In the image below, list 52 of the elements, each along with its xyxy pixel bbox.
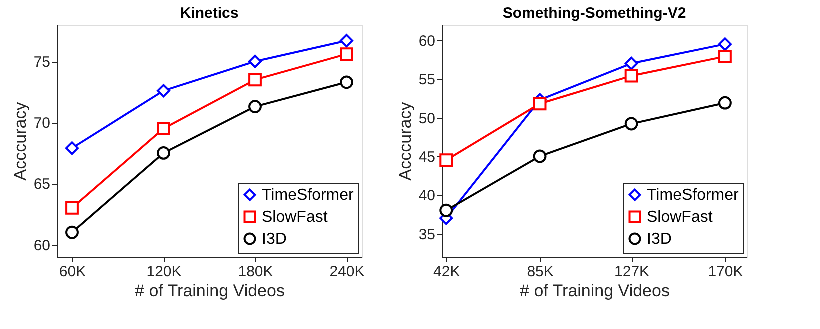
legend-label: SlowFast	[647, 209, 714, 226]
x-axis-title: # of Training Videos	[135, 282, 285, 300]
point	[66, 201, 79, 215]
point	[157, 122, 170, 136]
chart-title: Something-Something-V2	[502, 5, 686, 22]
point	[340, 34, 354, 48]
x-tick-label: 85K	[527, 264, 554, 280]
y-tick-label: 65	[34, 176, 50, 194]
point	[248, 54, 262, 68]
point	[66, 142, 79, 156]
y-axis-title: Acccuracy	[10, 102, 30, 181]
point	[248, 100, 262, 114]
point	[624, 69, 638, 83]
chart-title: Kinetics	[180, 5, 239, 22]
point	[533, 150, 547, 164]
point	[248, 73, 262, 87]
point	[533, 97, 547, 111]
x-tick-label: 60K	[59, 264, 86, 280]
y-tick-label: 50	[418, 110, 436, 128]
point	[624, 117, 638, 131]
x-tick-label: 170K	[708, 264, 744, 280]
legend-label: I3D	[262, 231, 287, 248]
y-tick-label: 70	[34, 115, 50, 132]
point	[340, 48, 354, 62]
point	[440, 204, 454, 218]
y-tick-label: 45	[418, 148, 436, 166]
point	[718, 50, 732, 64]
x-tick-label: 127K	[614, 264, 650, 280]
legend-label: I3D	[647, 231, 672, 248]
y-tick-label: 55	[418, 72, 436, 89]
y-tick-label: 60	[34, 237, 50, 254]
legend-label: TimeSformer	[647, 187, 740, 204]
point	[157, 146, 170, 160]
point	[718, 96, 732, 110]
legend-label: TimeSformer	[262, 187, 355, 204]
y-tick-label: 40	[418, 188, 436, 205]
y-tick-label: 60	[418, 32, 436, 50]
point	[66, 226, 79, 240]
point	[440, 154, 454, 168]
x-tick-label: 240K	[330, 264, 365, 280]
y-tick-label: 35	[418, 226, 436, 244]
y-axis-title: Acccuracy	[396, 102, 415, 181]
point	[624, 56, 638, 70]
point	[157, 84, 170, 98]
x-axis-title: # of Training Videos	[520, 282, 670, 300]
legend-label: SlowFast	[262, 209, 328, 226]
point	[340, 76, 354, 90]
point	[718, 38, 732, 52]
x-tick-label: 42K	[434, 264, 460, 280]
x-tick-label: 180K	[238, 264, 274, 280]
y-tick-label: 75	[34, 54, 50, 72]
x-tick-label: 120K	[146, 264, 182, 280]
